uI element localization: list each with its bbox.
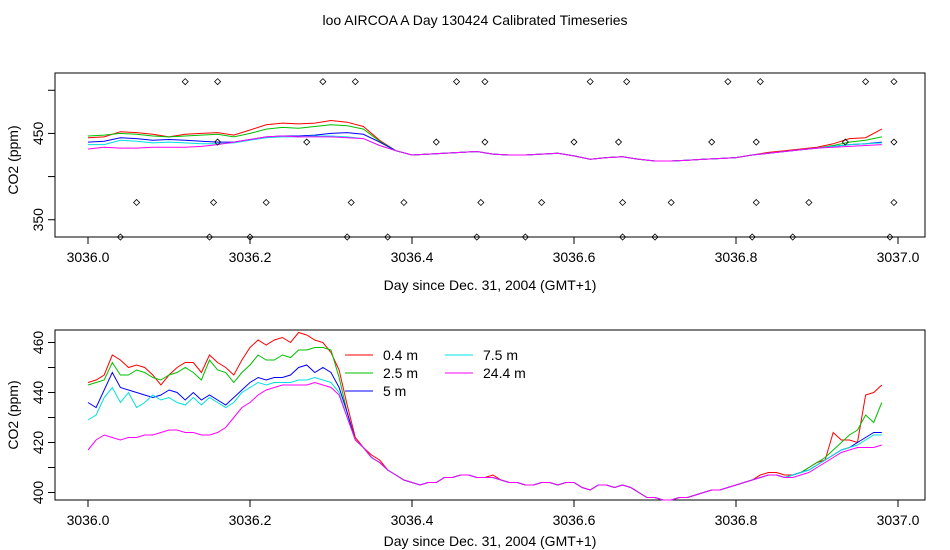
flag-marker	[246, 233, 254, 241]
flag-marker	[623, 78, 631, 86]
flag-marker	[614, 138, 623, 146]
flag-marker	[214, 138, 222, 146]
bottom-x-tick-label: 3036.0	[67, 512, 110, 528]
flag-marker	[724, 78, 732, 86]
flag-marker	[667, 198, 675, 207]
bottom-series-line-5-mm	[87, 364, 882, 501]
flag-marker	[116, 233, 124, 241]
top-panel-chart: Day since Dec. 31, 2004 (GMT+1) CO2 (ppm…	[5, 72, 926, 293]
flag-marker	[708, 138, 716, 146]
top-series-line-2-5-mm	[87, 124, 882, 162]
flag-marker	[262, 198, 270, 207]
legend-label-0-4-mm: 0.4 m	[383, 347, 418, 363]
bottom-x-axis-label: Day since Dec. 31, 2004 (GMT+1)	[384, 533, 597, 549]
flag-marker	[303, 138, 311, 146]
bottom-x-tick-label: 3036.8	[715, 512, 758, 528]
flag-marker	[481, 138, 489, 146]
bottom-series-line-24-4-mm	[87, 381, 882, 501]
bottom-y-axis-label: CO2 (ppm)	[5, 380, 21, 449]
top-x-tick-label: 3036.4	[391, 249, 434, 265]
flag-marker	[319, 78, 327, 86]
bottom-x-tick-label: 3036.2	[229, 512, 272, 528]
top-series-line-5-mm	[87, 132, 882, 162]
legend-label-7-5-mm: 7.5 m	[483, 347, 518, 363]
bottom-x-tick-label: 3036.4	[391, 512, 434, 528]
flag-marker	[748, 233, 756, 241]
bottom-x-tick-label: 3037.0	[877, 512, 920, 528]
top-plot-frame	[54, 72, 926, 238]
flag-marker	[886, 233, 894, 241]
bottom-x-tick-label: 3036.6	[553, 512, 596, 528]
flag-marker	[351, 78, 359, 86]
top-series-line-7-5-mm	[88, 135, 882, 162]
top-y-axis-label: CO2 (ppm)	[5, 125, 21, 194]
top-x-tick-label: 3036.2	[229, 249, 272, 265]
flag-marker	[400, 198, 408, 207]
flag-marker	[538, 198, 546, 207]
flag-marker	[181, 78, 189, 86]
flag-marker	[619, 198, 627, 207]
flag-marker	[890, 78, 898, 86]
flag-marker	[209, 198, 218, 207]
flag-marker	[756, 78, 764, 86]
flag-marker	[521, 233, 529, 241]
flag-marker	[619, 233, 627, 241]
flag-marker	[651, 233, 659, 241]
flag-marker	[205, 233, 214, 241]
flag-marker	[473, 233, 481, 241]
bottom-y-tick-label: 420	[30, 431, 46, 455]
top-x-tick-label: 3036.8	[715, 249, 758, 265]
flag-marker	[214, 78, 222, 86]
flag-marker	[570, 138, 578, 146]
top-series-line-24-4-mm	[87, 135, 882, 162]
top-x-tick-label: 3037.0	[877, 249, 920, 265]
flag-marker	[841, 138, 849, 146]
flag-marker	[752, 198, 760, 207]
top-x-tick-label: 3036.0	[67, 249, 110, 265]
legend-label-5-mm: 5 m	[383, 383, 406, 399]
flag-marker	[481, 78, 489, 86]
flag-marker	[890, 138, 898, 146]
flag-marker	[890, 198, 898, 207]
flag-marker	[343, 233, 351, 241]
flag-marker	[477, 198, 485, 207]
bottom-legend: 0.4 m 2.5 m 5 m 7.5 m 24.4 m	[345, 347, 526, 399]
bottom-series-line-7-5-mm	[87, 376, 882, 501]
top-series-line-0-4-mm	[87, 119, 883, 162]
top-y-tick-label: 450	[30, 122, 46, 146]
chart-title: loo AIRCOA A Day 130424 Calibrated Times…	[322, 12, 627, 28]
bottom-plot-frame	[54, 329, 926, 501]
legend-label-24-4-mm: 24.4 m	[483, 365, 526, 381]
legend-label-2-5-mm: 2.5 m	[383, 365, 418, 381]
flag-marker	[432, 138, 440, 146]
flag-marker	[347, 198, 355, 207]
top-y-tick-label: 350	[30, 208, 46, 232]
flag-marker	[862, 78, 870, 86]
top-x-tick-label: 3036.6	[553, 249, 596, 265]
bottom-y-tick-label: 460	[30, 331, 46, 355]
flag-marker	[789, 233, 797, 241]
flag-marker	[752, 138, 760, 146]
flag-marker	[384, 233, 392, 241]
bottom-y-tick-label: 440	[30, 381, 46, 405]
flag-marker	[133, 198, 141, 207]
flag-marker	[452, 78, 461, 86]
bottom-y-tick-label: 400	[30, 481, 46, 505]
bottom-panel-chart: Day since Dec. 31, 2004 (GMT+1) CO2 (ppm…	[5, 329, 926, 549]
flag-marker	[586, 78, 594, 86]
flag-marker	[805, 198, 813, 207]
top-x-axis-label: Day since Dec. 31, 2004 (GMT+1)	[384, 277, 597, 293]
